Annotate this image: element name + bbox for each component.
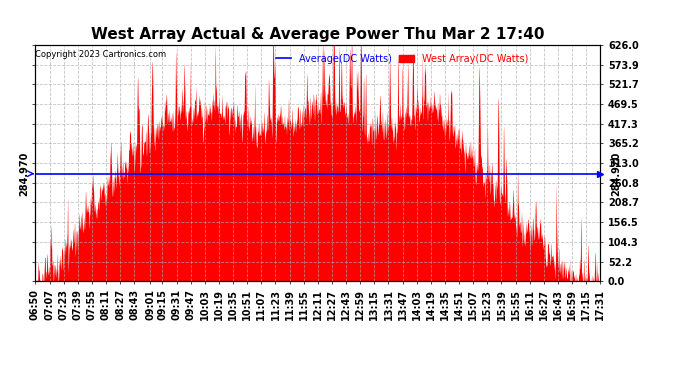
Title: West Array Actual & Average Power Thu Mar 2 17:40: West Array Actual & Average Power Thu Ma… <box>90 27 544 42</box>
Text: Copyright 2023 Cartronics.com: Copyright 2023 Cartronics.com <box>35 50 166 59</box>
Legend: Average(DC Watts), West Array(DC Watts): Average(DC Watts), West Array(DC Watts) <box>273 50 532 68</box>
Text: 284.970: 284.970 <box>19 152 29 196</box>
Text: 284.970: 284.970 <box>611 152 622 196</box>
